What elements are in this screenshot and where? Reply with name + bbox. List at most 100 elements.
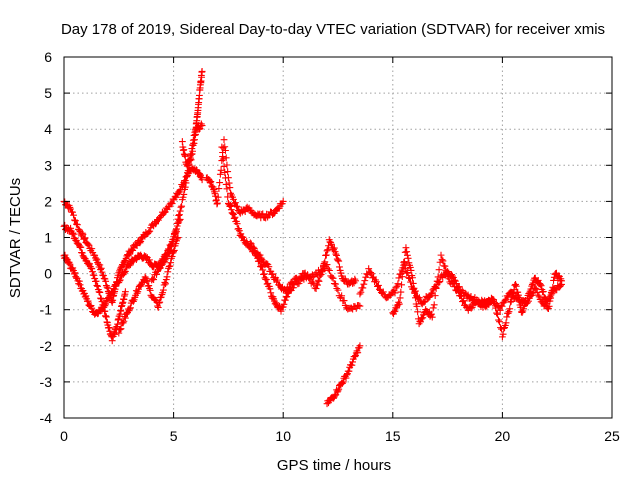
- data-point: [356, 342, 364, 350]
- axis-ticks: 0 5 10 15 20 25 -4 -3 -2 -1 0 1 2 3 4 5 6: [40, 49, 620, 444]
- data-point: [221, 169, 229, 176]
- data-point: [511, 281, 519, 289]
- data-point: [127, 261, 134, 269]
- data-point: [443, 270, 451, 278]
- data-point: [143, 255, 150, 263]
- data-point: [223, 185, 231, 193]
- data-point: [298, 273, 305, 281]
- data-point: [84, 259, 92, 267]
- data-point: [143, 277, 151, 285]
- data-point: [505, 308, 513, 316]
- data-point: [468, 303, 476, 311]
- data-point: [518, 309, 526, 316]
- series-track-k: [356, 258, 565, 314]
- data-point: [391, 307, 399, 315]
- data-point: [227, 206, 235, 214]
- data-point: [451, 283, 459, 291]
- data-point: [550, 277, 557, 284]
- data-point: [545, 302, 553, 310]
- data-point: [168, 200, 176, 207]
- data-point: [274, 276, 281, 284]
- data-point: [395, 274, 403, 282]
- data-point: [359, 284, 367, 292]
- data-point: [92, 277, 100, 285]
- data-point: [504, 309, 512, 317]
- data-point: [502, 295, 510, 303]
- data-point: [130, 298, 137, 305]
- data-point: [175, 212, 183, 219]
- data-point: [490, 296, 498, 304]
- data-point: [428, 310, 435, 318]
- data-point: [401, 258, 408, 266]
- data-point: [348, 361, 356, 369]
- data-point: [404, 254, 412, 262]
- data-point: [146, 286, 154, 294]
- data-point: [176, 211, 183, 219]
- data-point: [275, 204, 283, 212]
- data-point: [238, 233, 245, 241]
- data-point: [117, 325, 125, 333]
- data-point: [334, 387, 342, 395]
- data-point: [330, 394, 338, 402]
- data-point: [379, 288, 387, 296]
- data-point: [339, 378, 347, 386]
- data-point: [316, 272, 324, 280]
- data-point: [233, 202, 240, 210]
- data-point: [318, 268, 326, 276]
- data-point: [153, 271, 160, 278]
- data-point: [507, 297, 515, 305]
- data-point: [246, 239, 254, 247]
- data-point: [367, 269, 375, 277]
- data-point: [314, 281, 321, 289]
- data-point: [558, 277, 565, 285]
- data-point: [349, 358, 357, 366]
- data-point: [332, 280, 339, 288]
- data-point: [75, 277, 83, 285]
- data-point: [432, 285, 440, 292]
- data-point: [397, 288, 405, 296]
- data-point: [198, 176, 206, 184]
- data-point: [215, 185, 223, 192]
- data-point: [145, 282, 153, 289]
- data-point: [334, 286, 342, 294]
- data-point: [167, 259, 175, 267]
- data-point: [165, 249, 173, 257]
- y-axis-label: SDTVAR / TECUs: [7, 178, 24, 298]
- y-tick-label: 1: [44, 230, 52, 246]
- data-point: [413, 302, 421, 310]
- data-point: [163, 273, 171, 281]
- data-point: [64, 259, 72, 267]
- data-point: [356, 290, 364, 298]
- data-point: [172, 193, 180, 201]
- data-point: [156, 298, 164, 306]
- series-track-f: [178, 68, 206, 170]
- data-point: [79, 230, 87, 238]
- data-point: [334, 256, 342, 264]
- data-point: [395, 300, 403, 308]
- data-point: [438, 256, 446, 264]
- data-point: [403, 248, 411, 256]
- data-point: [351, 275, 359, 283]
- data-point: [357, 288, 365, 296]
- data-point: [102, 277, 110, 285]
- data-point: [84, 297, 92, 305]
- data-point: [398, 273, 406, 281]
- data-point: [508, 293, 516, 301]
- data-point: [512, 282, 520, 290]
- data-point: [458, 292, 465, 300]
- data-point: [182, 179, 190, 187]
- data-point: [441, 262, 449, 270]
- data-point: [499, 330, 507, 338]
- data-point: [136, 239, 144, 247]
- data-point: [398, 281, 405, 289]
- data-point: [118, 262, 126, 270]
- data-point: [68, 265, 76, 273]
- data-point: [455, 287, 462, 295]
- data-point: [315, 277, 323, 285]
- data-point: [493, 309, 500, 317]
- data-point: [449, 272, 456, 280]
- data-point: [522, 300, 530, 308]
- y-tick-label: 6: [44, 49, 52, 65]
- data-point: [178, 202, 186, 210]
- data-points: [60, 68, 565, 408]
